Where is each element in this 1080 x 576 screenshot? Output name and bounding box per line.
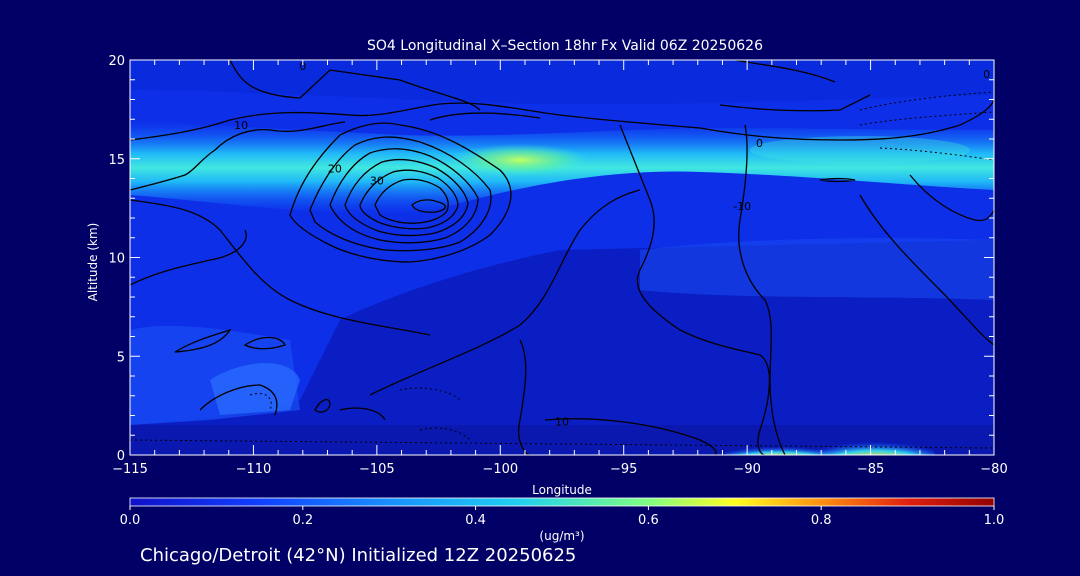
surface-plume-west: [725, 441, 835, 455]
contour-label: 30: [370, 174, 384, 187]
contour-line: [411, 199, 446, 213]
x-tick-label: −85: [857, 462, 884, 477]
plot-area: 10 20 30 0 0 0 10 -10: [130, 60, 994, 455]
colorbar-tick-label: 0.6: [638, 513, 659, 528]
contour-line: [734, 60, 836, 83]
colorbar-tick-label: 0.4: [465, 513, 486, 528]
contour-label: 0: [756, 137, 763, 150]
contour-lines: [130, 60, 994, 455]
colorbar-gradient: [130, 498, 994, 506]
contour-line-dashed: [859, 91, 994, 111]
y-axis-label: Altitude (km): [86, 223, 100, 302]
field-top-band: [130, 60, 994, 105]
contour-line: [518, 339, 531, 455]
contour-labels: 10 20 30 0 0 0 10 -10: [234, 60, 990, 428]
contour-label: -10: [733, 200, 751, 213]
contour-line-dashed: [249, 393, 272, 411]
colorbar-tick-label: 0.0: [120, 513, 141, 528]
contour-line: [909, 174, 994, 222]
contour-line: [619, 124, 771, 455]
colorbar-tick-label: 0.8: [811, 513, 832, 528]
contour-lines-dashed: [130, 91, 994, 449]
contour-line: [819, 177, 856, 183]
contour-line-dashed: [130, 439, 994, 449]
x-tick-label: −95: [610, 462, 637, 477]
x-tick-label: −115: [112, 462, 148, 477]
y-tick-label: 0: [117, 449, 125, 464]
contour-label: 10: [234, 119, 248, 132]
x-tick-label: −105: [359, 462, 395, 477]
field-right-band: [640, 238, 994, 300]
chart-title: SO4 Longitudinal X–Section 18hr Fx Valid…: [367, 38, 763, 54]
contour-line: [339, 407, 386, 421]
y-tick-label: 10: [108, 252, 125, 267]
contour-line: [329, 148, 479, 244]
surface-plume-east: [815, 433, 935, 455]
y-tick-label: 20: [108, 54, 125, 69]
contour-line: [130, 102, 701, 141]
contour-line: [859, 194, 994, 346]
contour-line: [309, 136, 492, 252]
colorbar-ticks: 0.0 0.2 0.4 0.6 0.8 1.0: [120, 506, 1005, 528]
contour-line-dashed: [419, 427, 471, 441]
y-tick-label: 5: [117, 350, 125, 365]
contour-label: 20: [328, 163, 342, 176]
contour-line: [359, 169, 459, 230]
field-mid-light: [210, 363, 300, 415]
colorbar: 0.0 0.2 0.4 0.6 0.8 1.0 (ug/m³): [120, 497, 1005, 543]
colorbar-frame: [129, 497, 995, 507]
colorbar-tick-label: 1.0: [984, 513, 1005, 528]
contour-label: 0: [299, 60, 306, 73]
axes: −115 −110 −105 −100 −95 −90 −85 −80 0 5 10 15 20: [108, 54, 1007, 477]
contour-line: [174, 328, 232, 353]
footer-caption: Chicago/Detroit (42°N) Initialized 12Z 2…: [140, 545, 576, 566]
colorbar-label: (ug/m³): [539, 529, 584, 543]
contour-line: [699, 99, 994, 141]
field-upper-right: [750, 136, 970, 164]
contour-line: [243, 336, 286, 350]
contour-line: [344, 158, 469, 237]
x-tick-label: −110: [236, 462, 272, 477]
contour-line: [719, 94, 871, 112]
contour-line: [314, 398, 331, 413]
colorbar-tick-label: 0.2: [292, 513, 313, 528]
contour-line: [130, 199, 431, 336]
contour-line: [374, 178, 449, 224]
contour-line: [289, 122, 512, 263]
contour-line: [738, 124, 786, 455]
contour-line: [130, 121, 346, 191]
contour-label: 10: [555, 415, 569, 428]
contour-line-dashed: [859, 111, 994, 126]
contour-line: [369, 189, 641, 396]
contour-line: [130, 229, 247, 286]
x-tick-label: −90: [733, 462, 760, 477]
x-axis-label: Longitude: [532, 483, 592, 497]
contour-line: [229, 60, 481, 111]
contour-label: 0: [983, 68, 990, 81]
x-tick-label: −80: [980, 462, 1007, 477]
field-upper-peak: [450, 144, 590, 176]
contour-line: [199, 384, 278, 416]
x-tick-label: −100: [482, 462, 518, 477]
contour-line: [429, 112, 541, 121]
contour-line-dashed: [399, 387, 461, 401]
contour-line: [544, 418, 717, 455]
y-tick-label: 15: [108, 153, 125, 168]
